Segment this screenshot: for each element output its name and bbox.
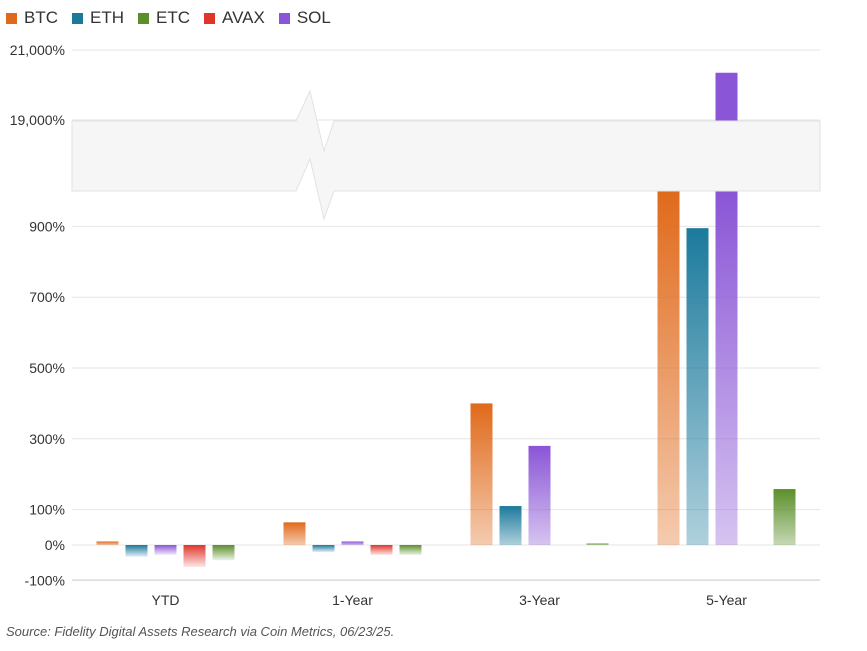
y-tick-label: 900% [29,218,65,234]
bar-sol-3-year [528,445,551,545]
x-category-label: YTD [152,592,180,608]
bar-sol-5-year-lower [715,191,738,545]
y-tick-label: 700% [29,289,65,305]
y-tick-label: 19,000% [10,112,65,128]
x-category-label: 3-Year [519,592,560,608]
bar-eth-5-year [686,228,709,546]
bar-btc-3-year [470,403,493,545]
legend-item-etc: ETC [138,8,190,28]
bar-chart: -100% 0% 100% 300% 500% 700% 900% 19,000% 21,000… [10,42,821,608]
x-category-label: 5-Year [706,592,747,608]
y-tick-label: 21,000% [10,42,65,58]
y-tick-label: 100% [29,502,65,518]
bar-etc-ytd [212,545,235,561]
legend-swatch [6,12,17,24]
bar-etc-5-year [773,489,796,545]
legend-label: BTC [24,8,58,27]
bar-btc-1-year [283,522,306,545]
bar-eth-ytd [125,545,148,557]
bar-sol-5-year-upper [715,72,738,121]
source-note: Source: Fidelity Digital Assets Research… [6,624,395,639]
bar-eth-3-year [499,506,522,545]
legend-label: ETH [90,8,124,27]
x-category-label: 1-Year [332,592,373,608]
legend-label: AVAX [222,8,265,27]
y-tick-label: 0% [45,537,65,553]
bar-etc-3-year [586,543,609,545]
bar-avax-ytd [183,545,206,567]
y-tick-label: 300% [29,431,65,447]
bar-btc-ytd [96,541,119,545]
bar-sol-1-year [341,541,364,545]
legend-swatch [72,12,83,24]
bar-btc-5-year [657,191,680,545]
axis-break-band [71,89,821,221]
legend-item-btc: BTC [6,8,58,28]
legend-label: SOL [296,8,331,27]
bar-eth-1-year [312,545,335,553]
legend-label: ETC [156,8,190,27]
y-tick-label: -100% [25,572,65,588]
legend-item-avax: AVAX [204,8,265,28]
legend-item-eth: ETH [72,8,124,28]
legend-swatch [278,12,290,24]
bar-etc-1-year [399,545,422,555]
legend-swatch [138,12,149,24]
legend-swatch [204,12,215,24]
legend: BTC ETH ETC AVAX SOL [6,6,345,30]
y-tick-label: 500% [29,360,65,376]
bar-avax-1-year [370,545,393,555]
bar-sol-ytd [154,545,177,555]
legend-item-sol: SOL [278,8,331,28]
